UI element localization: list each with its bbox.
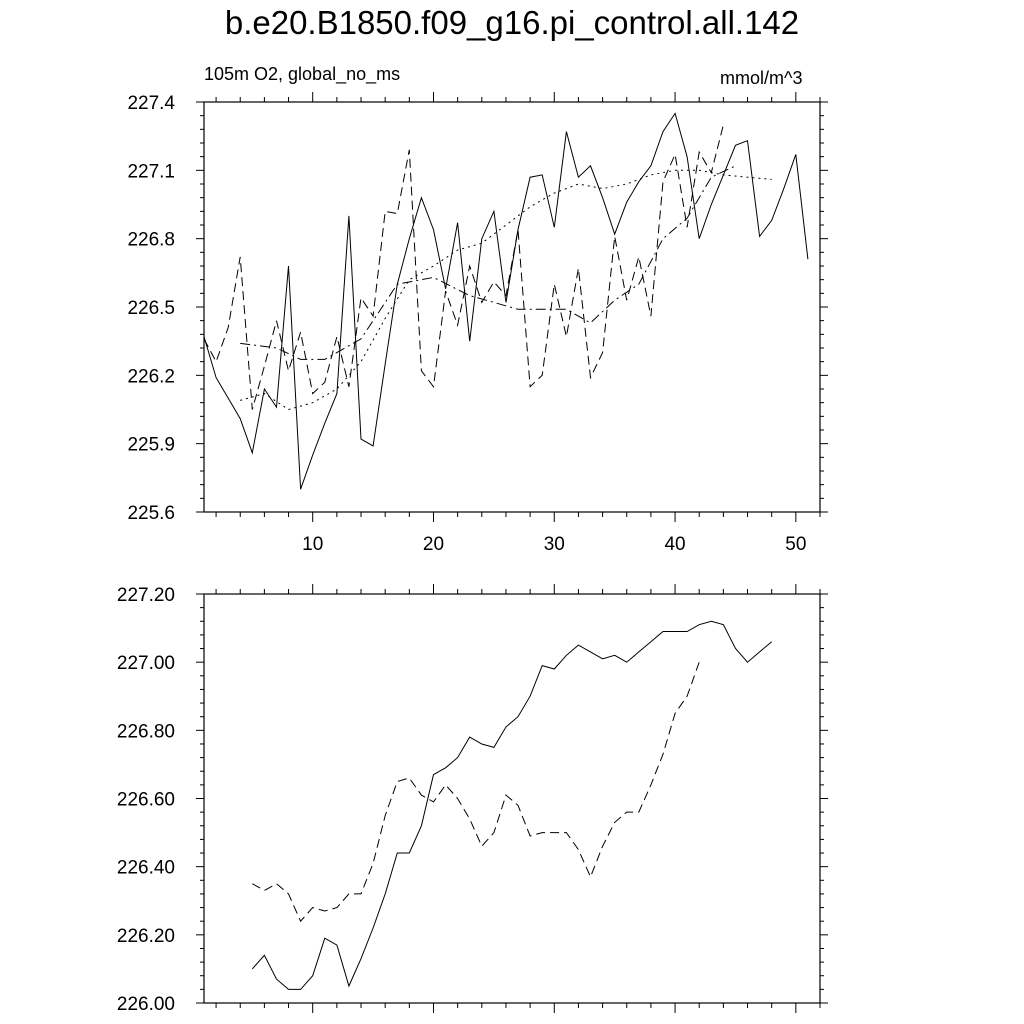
y-tick-label: 227.1 bbox=[127, 161, 175, 182]
y-tick-label: 226.2 bbox=[127, 366, 175, 387]
y-tick-label: 226.60 bbox=[117, 790, 175, 811]
series-line-dash-dot bbox=[240, 165, 736, 360]
y-tick-label: 226.00 bbox=[117, 994, 175, 1015]
y-tick-label: 227.20 bbox=[117, 585, 175, 606]
y-tick-label: 226.40 bbox=[117, 858, 175, 879]
series-line-dashed bbox=[203, 124, 724, 410]
series-line-dashed bbox=[252, 662, 700, 923]
chart-title: b.e20.B1850.f09_g16.pi_control.all.142 bbox=[224, 4, 800, 41]
x-tick-label: 10 bbox=[302, 534, 323, 555]
y-tick-label: 226.5 bbox=[127, 298, 175, 319]
x-tick-label: 50 bbox=[785, 534, 806, 555]
chart-subtitle: 105m O2, global_no_ms bbox=[204, 64, 401, 84]
x-tick-label: 40 bbox=[664, 534, 685, 555]
top-panel: 225.6 225.9 226.2 226.5 226.8 227.1 227.4 10 20 3… bbox=[127, 92, 828, 555]
x-tick-label: 30 bbox=[544, 534, 565, 555]
y-tick-label: 226.80 bbox=[117, 721, 175, 742]
y-tick-label: 227.4 bbox=[127, 93, 175, 114]
units-label: mmol/m^3 bbox=[720, 68, 803, 88]
x-tick-label: 20 bbox=[423, 534, 444, 555]
y-tick-label: 226.8 bbox=[127, 230, 175, 251]
y-tick-label: 226.20 bbox=[117, 926, 175, 947]
y-tick-label: 227.00 bbox=[117, 653, 175, 674]
bottom-panel: 226.00 226.20 226.40 226.60 226.80 227.00 227.… bbox=[117, 584, 828, 1015]
plot-frame bbox=[203, 593, 821, 1004]
series-line-solid bbox=[251, 620, 773, 990]
series-line-dotted bbox=[240, 169, 772, 411]
y-tick-label: 225.6 bbox=[127, 503, 175, 524]
y-tick-label: 225.9 bbox=[127, 435, 175, 456]
series-line-solid bbox=[203, 112, 809, 490]
